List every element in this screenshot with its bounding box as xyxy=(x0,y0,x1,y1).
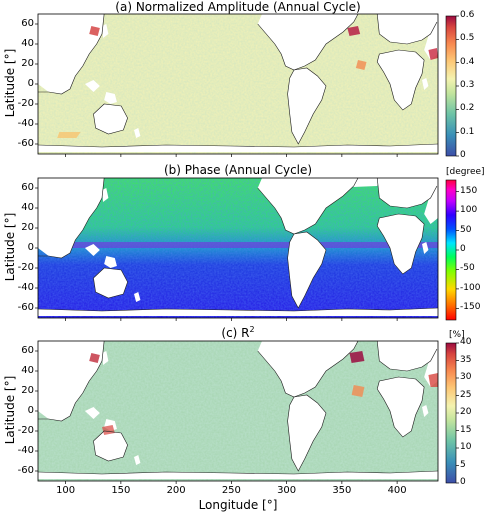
x-axis-label: Longitude [°] xyxy=(198,498,278,512)
y-tick-label: 60 xyxy=(21,345,34,356)
colorbar-tick-label: 35 xyxy=(460,354,472,365)
y-tick-label: -20 xyxy=(17,98,34,109)
y-tick-label: 20 xyxy=(21,58,34,69)
colorbar-tick-label: 0.1 xyxy=(460,126,475,137)
colorbar-b-unit: [degree] xyxy=(446,167,485,177)
colorbar-a xyxy=(445,15,457,157)
y-tick-label: -20 xyxy=(17,262,34,273)
colorbar-tick-label: 100 xyxy=(460,205,478,216)
y-tick-label: 60 xyxy=(21,18,34,29)
panel-c-title-superscript: 2 xyxy=(249,325,255,334)
panel-c-title: (c) R2 xyxy=(38,325,438,340)
y-tick-label: -60 xyxy=(17,465,34,476)
colorbar-tick-label: 50 xyxy=(460,224,472,235)
colorbar-tick-label: 0 xyxy=(460,244,466,254)
y-tick-label: 40 xyxy=(21,38,34,49)
colorbar-tick-label: 150 xyxy=(460,185,478,196)
colorbar-tick-label: -100 xyxy=(460,282,481,293)
x-tick-label: 150 xyxy=(111,485,131,496)
axis-tick-marks xyxy=(35,15,459,484)
colorbar-c xyxy=(445,342,457,484)
y-tick-label: 60 xyxy=(21,182,34,193)
y-tick-label: 40 xyxy=(21,202,34,213)
panel-a-title: (a) Normalized Amplitude (Annual Cycle) xyxy=(115,0,361,14)
colorbar-tick-label: 0 xyxy=(460,150,466,160)
y-tick-label: 0 xyxy=(27,405,34,416)
y-tick-label: -60 xyxy=(17,302,34,313)
x-tick-label: 300 xyxy=(277,485,297,496)
panel-c-title-text: (c) R xyxy=(221,326,250,340)
x-tick-label: 200 xyxy=(166,485,186,496)
y-tick-label: -40 xyxy=(17,445,34,456)
y-tick-label: -40 xyxy=(17,118,34,129)
y-tick-label: 0 xyxy=(27,242,34,253)
panel-c xyxy=(37,340,439,482)
panel-b-title: (b) Phase (Annual Cycle) xyxy=(163,163,313,177)
colorbar-tick-label: 0.3 xyxy=(460,80,475,90)
y-tick-label: -40 xyxy=(17,282,34,293)
y-tick-label: -20 xyxy=(17,425,34,436)
colorbar-c-unit: [%] xyxy=(449,330,465,340)
colorbar-tick-label: 20 xyxy=(460,407,472,417)
colorbar-tick-label: 15 xyxy=(460,424,472,435)
y-tick-label: -60 xyxy=(17,138,34,149)
y-tick-label: 20 xyxy=(21,385,34,396)
x-tick-label: 350 xyxy=(332,485,352,496)
colorbar-tick-label: 5 xyxy=(460,459,466,470)
x-tick-label: 250 xyxy=(221,485,241,496)
panel-b xyxy=(37,177,439,319)
colorbar-tick-label: 30 xyxy=(460,372,472,382)
colorbar-tick-label: 0.2 xyxy=(460,103,475,114)
colorbar-tick-label: 0.4 xyxy=(460,56,475,67)
colorbar-tick-label: 0 xyxy=(460,477,466,487)
y-tick-label: 0 xyxy=(27,78,34,89)
panel-a xyxy=(37,13,439,155)
x-tick-label: 100 xyxy=(56,485,76,496)
colorbar-b xyxy=(445,179,457,321)
colorbar-tick-label: 40 xyxy=(460,337,472,347)
colorbar-tick-label: 0.6 xyxy=(460,10,475,20)
colorbar-tick-label: 25 xyxy=(460,389,472,400)
y-tick-label: 20 xyxy=(21,222,34,233)
colorbar-tick-label: -150 xyxy=(460,302,481,313)
y-tick-label: 40 xyxy=(21,365,34,376)
x-tick-label: 400 xyxy=(387,485,407,496)
colorbar-tick-label: -50 xyxy=(460,263,475,274)
colorbar-tick-label: 0.5 xyxy=(460,33,475,44)
colorbar-tick-label: 10 xyxy=(460,442,472,452)
